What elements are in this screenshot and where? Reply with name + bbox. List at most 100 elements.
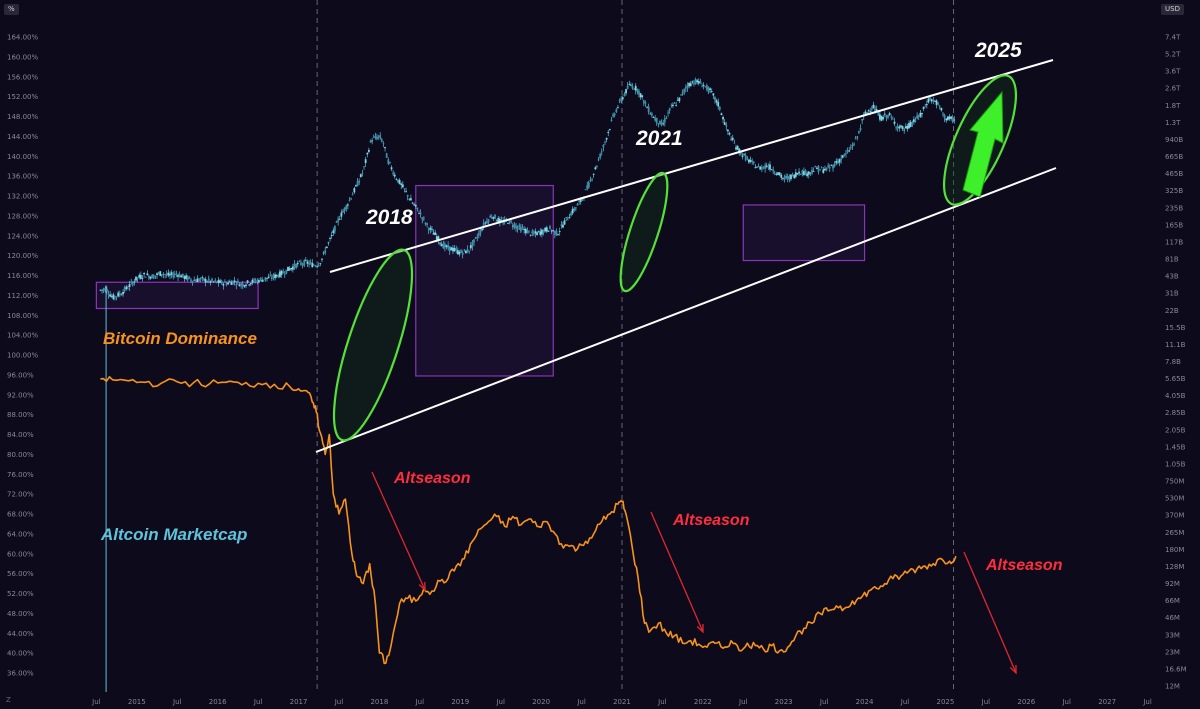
candle-body [456, 250, 459, 255]
candle-body [453, 247, 456, 252]
candle-body [840, 158, 843, 161]
candle-body [560, 224, 563, 226]
candle-body [270, 277, 273, 279]
candle-body [639, 93, 642, 98]
candle-body [312, 265, 315, 266]
candle-body [99, 289, 102, 291]
candle-body [198, 279, 200, 281]
candle-body [612, 114, 614, 117]
candle-body [139, 274, 142, 279]
candle-body [215, 281, 218, 283]
dominance-series-line [100, 375, 957, 665]
candle-body [904, 126, 907, 129]
candle-body [655, 117, 658, 123]
candle-body [511, 225, 514, 227]
candle-body [762, 167, 765, 169]
left-tick-label: 128.00% [7, 212, 38, 220]
right-tick-label: 1.45B [1165, 443, 1186, 451]
candle-body [807, 171, 810, 175]
candle-body [814, 166, 817, 167]
candle-body [642, 100, 645, 104]
candle-body [196, 278, 199, 283]
right-tick-label: 16.6M [1165, 665, 1187, 673]
candle-body [293, 263, 296, 268]
left-tick-label: 88.00% [7, 411, 34, 419]
candle-body [316, 266, 319, 268]
candle-body [709, 88, 712, 91]
candle-body [552, 230, 555, 231]
candle-body [414, 204, 417, 207]
candle-body [835, 160, 838, 164]
left-tick-label: 36.00% [7, 670, 34, 678]
candle-body [778, 172, 781, 176]
candle-body [623, 93, 626, 96]
candle-body [843, 153, 846, 156]
candle-body [248, 284, 251, 286]
candle-body [717, 101, 720, 107]
right-tick-label: 92M [1165, 580, 1180, 588]
candle-body [314, 265, 317, 267]
left-tick-label: 48.00% [7, 610, 34, 618]
left-tick-label: 100.00% [7, 352, 38, 360]
candle-body [547, 230, 550, 232]
candle-body [760, 167, 763, 170]
candle-body [901, 126, 904, 130]
candle-body [236, 280, 239, 282]
candle-body [613, 113, 616, 116]
candle-body [439, 242, 441, 244]
candle-body [101, 289, 103, 291]
candle-body [644, 102, 647, 104]
candle-body [524, 228, 527, 234]
candle-body [555, 230, 558, 236]
candle-body [283, 273, 286, 275]
zoom-badge[interactable]: Z [6, 696, 11, 704]
time-tick-label: Jul [495, 698, 505, 706]
candle-body [461, 252, 464, 256]
candle-body [355, 185, 357, 187]
candle-body [238, 284, 241, 287]
left-tick-label: 76.00% [7, 471, 34, 479]
candle-body [699, 81, 702, 84]
candle-body [668, 108, 671, 111]
left-scale-badge[interactable]: % [4, 4, 19, 15]
candle-body [749, 159, 752, 162]
candle-body [586, 185, 589, 189]
candle-body [610, 119, 613, 121]
candle-body [809, 172, 812, 174]
candle-body [335, 221, 338, 223]
candle-body [532, 233, 535, 235]
candle-body [663, 118, 666, 123]
candle-body [576, 203, 579, 206]
candle-body [146, 273, 149, 276]
candle-body [452, 247, 454, 252]
candle-body [170, 272, 173, 275]
candle-body [225, 283, 228, 286]
candle-body [334, 225, 336, 232]
candle-body [849, 147, 852, 149]
candle-body [558, 231, 561, 232]
candle-body [866, 111, 868, 114]
candle-body [131, 282, 134, 286]
candle-body [604, 141, 606, 143]
candle-body [838, 159, 841, 163]
candle-body [870, 108, 873, 110]
candle-body [597, 159, 600, 161]
candle-body [883, 113, 886, 115]
candle-body [777, 172, 779, 175]
left-tick-label: 120.00% [7, 252, 38, 260]
candle-body [654, 118, 657, 121]
candle-body [421, 217, 424, 220]
candle-body [934, 101, 936, 102]
candle-body [227, 282, 230, 285]
candle-body [752, 161, 755, 164]
candle-body [120, 294, 123, 296]
candle-body [125, 286, 128, 289]
currency-badge[interactable]: USD [1161, 4, 1184, 15]
bitcoin-dominance-label: Bitcoin Dominance [103, 329, 257, 348]
dominance-line [100, 375, 957, 665]
candle-body [791, 174, 794, 176]
candle-body [325, 246, 328, 249]
candle-body [691, 81, 694, 83]
candle-body [397, 179, 399, 183]
